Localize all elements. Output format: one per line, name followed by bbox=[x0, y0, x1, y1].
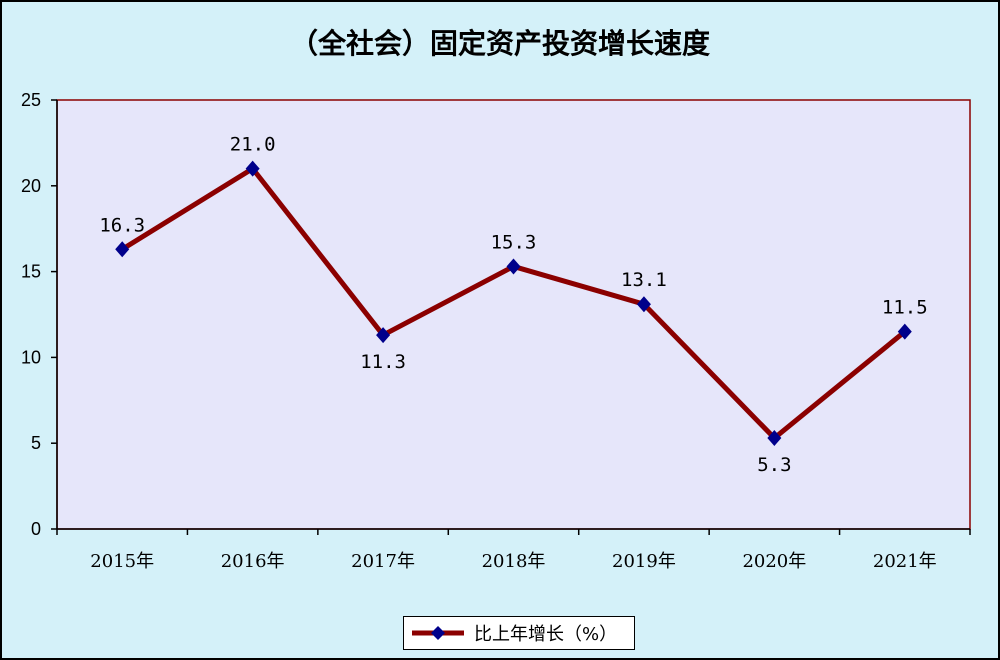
x-tick-label: 2021年 bbox=[873, 551, 937, 572]
y-tick-label: 25 bbox=[21, 90, 41, 110]
legend-swatch bbox=[412, 626, 464, 640]
data-label: 13.1 bbox=[621, 269, 667, 291]
x-tick-label: 2016年 bbox=[221, 551, 285, 572]
data-label: 5.3 bbox=[757, 454, 791, 476]
legend-label: 比上年增长（%） bbox=[474, 624, 618, 645]
x-tick-label: 2015年 bbox=[90, 551, 154, 572]
data-label: 21.0 bbox=[230, 134, 276, 156]
y-tick-label: 20 bbox=[21, 176, 41, 196]
chart-title: （全社会）固定资产投资增长速度 bbox=[289, 27, 710, 60]
y-tick-label: 5 bbox=[31, 433, 41, 453]
legend: 比上年增长（%） bbox=[403, 616, 635, 650]
y-tick-label: 10 bbox=[21, 347, 41, 367]
x-tick-label: 2019年 bbox=[612, 551, 676, 572]
plot-area bbox=[56, 99, 971, 530]
data-point-marker bbox=[376, 327, 391, 344]
data-point-marker bbox=[636, 296, 651, 313]
data-label: 11.5 bbox=[882, 297, 928, 319]
data-label: 16.3 bbox=[99, 214, 145, 236]
data-point-marker bbox=[897, 323, 912, 340]
data-point-marker bbox=[506, 258, 521, 275]
y-tick-label: 15 bbox=[21, 262, 41, 282]
data-point-marker bbox=[115, 241, 130, 258]
data-label: 11.3 bbox=[360, 351, 406, 373]
y-tick-label: 0 bbox=[31, 519, 41, 539]
data-label: 15.3 bbox=[491, 231, 537, 253]
x-tick-label: 2018年 bbox=[482, 551, 546, 572]
data-point-marker bbox=[245, 160, 260, 177]
data-point-marker bbox=[767, 430, 782, 447]
x-tick-label: 2017年 bbox=[351, 551, 415, 572]
x-tick-label: 2020年 bbox=[742, 551, 806, 572]
